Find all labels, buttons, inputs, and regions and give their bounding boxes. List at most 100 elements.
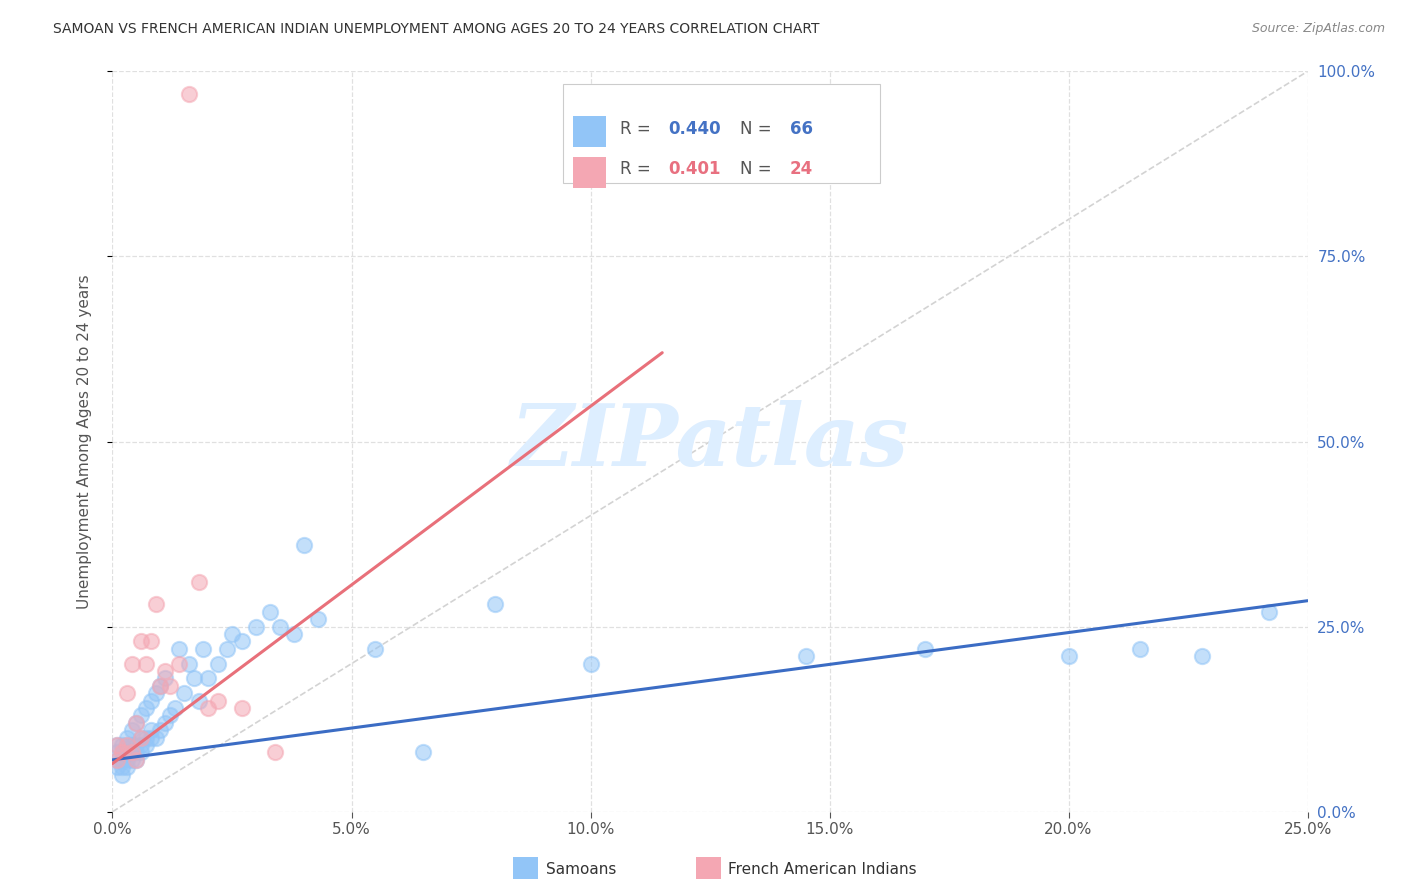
- Point: [197, 701, 219, 715]
- Point: [115, 760, 138, 774]
- Point: [145, 598, 167, 612]
- Point: [914, 641, 936, 656]
- Point: [139, 694, 162, 708]
- Point: [115, 746, 138, 760]
- Point: [115, 738, 138, 752]
- Point: [177, 87, 200, 101]
- Point: [125, 715, 148, 730]
- Point: [153, 715, 176, 730]
- Point: [125, 715, 148, 730]
- Point: [1191, 649, 1213, 664]
- Point: [115, 731, 138, 745]
- Point: [111, 767, 134, 781]
- Point: [153, 672, 176, 686]
- Text: 0.440: 0.440: [668, 120, 721, 137]
- Point: [159, 708, 181, 723]
- Point: [187, 575, 209, 590]
- Point: [269, 619, 291, 633]
- Point: [121, 723, 143, 738]
- Point: [115, 753, 138, 767]
- Point: [125, 753, 148, 767]
- Point: [129, 634, 152, 648]
- Text: 0.401: 0.401: [668, 161, 721, 178]
- Point: [139, 731, 162, 745]
- FancyBboxPatch shape: [572, 116, 606, 147]
- Text: R =: R =: [620, 161, 657, 178]
- Point: [105, 746, 128, 760]
- Point: [245, 619, 267, 633]
- Point: [125, 746, 148, 760]
- Point: [121, 753, 143, 767]
- Point: [264, 746, 287, 760]
- Point: [129, 731, 152, 745]
- Point: [283, 627, 305, 641]
- Point: [129, 731, 152, 745]
- Point: [125, 753, 148, 767]
- Point: [115, 738, 138, 752]
- Point: [163, 701, 186, 715]
- Point: [193, 641, 215, 656]
- Point: [231, 634, 253, 648]
- Point: [105, 738, 128, 752]
- Point: [105, 738, 128, 752]
- Point: [105, 753, 128, 767]
- Text: French American Indians: French American Indians: [728, 863, 917, 877]
- Point: [111, 738, 134, 752]
- Point: [129, 738, 152, 752]
- Point: [149, 723, 172, 738]
- Point: [412, 746, 434, 760]
- Point: [125, 738, 148, 752]
- Point: [221, 627, 243, 641]
- Text: Source: ZipAtlas.com: Source: ZipAtlas.com: [1251, 22, 1385, 36]
- Point: [111, 760, 134, 774]
- Point: [139, 634, 162, 648]
- Text: 66: 66: [790, 120, 813, 137]
- Point: [364, 641, 387, 656]
- Text: Samoans: Samoans: [546, 863, 616, 877]
- Text: N =: N =: [740, 161, 776, 178]
- Point: [1129, 641, 1152, 656]
- Point: [217, 641, 239, 656]
- Point: [169, 657, 191, 671]
- Text: N =: N =: [740, 120, 776, 137]
- Point: [149, 679, 172, 693]
- Point: [111, 753, 134, 767]
- Point: [105, 753, 128, 767]
- FancyBboxPatch shape: [572, 157, 606, 188]
- Point: [121, 746, 143, 760]
- Point: [153, 664, 176, 678]
- Point: [145, 686, 167, 700]
- Point: [484, 598, 506, 612]
- Point: [794, 649, 817, 664]
- Point: [207, 657, 229, 671]
- Point: [231, 701, 253, 715]
- Point: [159, 679, 181, 693]
- Text: 24: 24: [790, 161, 813, 178]
- Point: [135, 701, 157, 715]
- Point: [1258, 605, 1281, 619]
- Point: [169, 641, 191, 656]
- Point: [307, 612, 329, 626]
- Point: [135, 738, 157, 752]
- Point: [139, 723, 162, 738]
- Point: [1057, 649, 1080, 664]
- Point: [121, 746, 143, 760]
- Point: [187, 694, 209, 708]
- Text: SAMOAN VS FRENCH AMERICAN INDIAN UNEMPLOYMENT AMONG AGES 20 TO 24 YEARS CORRELAT: SAMOAN VS FRENCH AMERICAN INDIAN UNEMPLO…: [53, 22, 820, 37]
- Point: [129, 746, 152, 760]
- Point: [579, 657, 602, 671]
- Point: [207, 694, 229, 708]
- Point: [105, 760, 128, 774]
- Text: ZIPatlas: ZIPatlas: [510, 400, 910, 483]
- Point: [259, 605, 281, 619]
- Point: [183, 672, 205, 686]
- Point: [115, 686, 138, 700]
- Point: [135, 731, 157, 745]
- Text: R =: R =: [620, 120, 657, 137]
- Point: [121, 738, 143, 752]
- Point: [121, 657, 143, 671]
- Point: [173, 686, 195, 700]
- Point: [292, 538, 315, 552]
- Y-axis label: Unemployment Among Ages 20 to 24 years: Unemployment Among Ages 20 to 24 years: [77, 274, 91, 609]
- Point: [149, 679, 172, 693]
